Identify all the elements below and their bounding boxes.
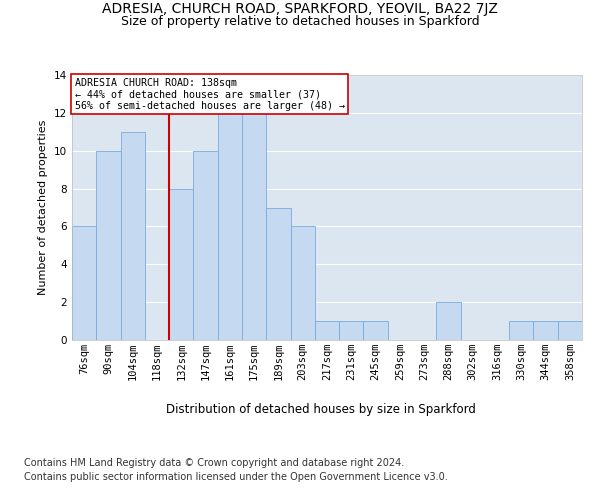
- Text: Distribution of detached houses by size in Sparkford: Distribution of detached houses by size …: [166, 402, 476, 415]
- Bar: [72, 226, 96, 340]
- Bar: [290, 226, 315, 340]
- Text: Size of property relative to detached houses in Sparkford: Size of property relative to detached ho…: [121, 15, 479, 28]
- Bar: [558, 321, 582, 340]
- Bar: [533, 321, 558, 340]
- Bar: [436, 302, 461, 340]
- Bar: [169, 188, 193, 340]
- Bar: [96, 150, 121, 340]
- Bar: [339, 321, 364, 340]
- Text: Contains HM Land Registry data © Crown copyright and database right 2024.: Contains HM Land Registry data © Crown c…: [24, 458, 404, 468]
- Bar: [509, 321, 533, 340]
- Bar: [364, 321, 388, 340]
- Text: Contains public sector information licensed under the Open Government Licence v3: Contains public sector information licen…: [24, 472, 448, 482]
- Bar: [315, 321, 339, 340]
- Bar: [218, 113, 242, 340]
- Bar: [121, 132, 145, 340]
- Bar: [266, 208, 290, 340]
- Text: ADRESIA, CHURCH ROAD, SPARKFORD, YEOVIL, BA22 7JZ: ADRESIA, CHURCH ROAD, SPARKFORD, YEOVIL,…: [102, 2, 498, 16]
- Bar: [193, 150, 218, 340]
- Bar: [242, 113, 266, 340]
- Y-axis label: Number of detached properties: Number of detached properties: [38, 120, 49, 295]
- Text: ADRESIA CHURCH ROAD: 138sqm
← 44% of detached houses are smaller (37)
56% of sem: ADRESIA CHURCH ROAD: 138sqm ← 44% of det…: [74, 78, 344, 111]
